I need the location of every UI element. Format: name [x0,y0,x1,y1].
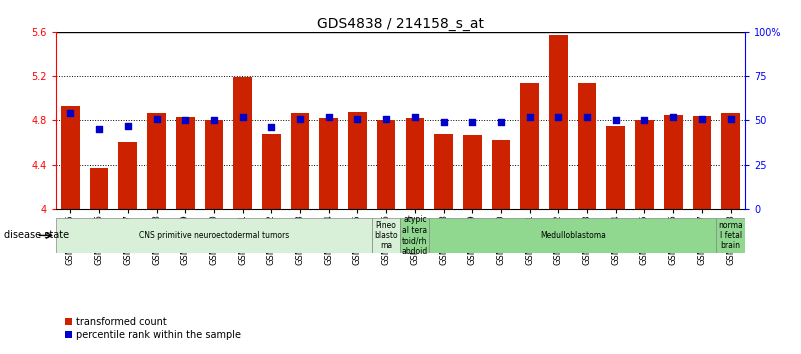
Bar [434,134,453,209]
Point [552,114,565,120]
Text: Medulloblastoma: Medulloblastoma [540,231,606,240]
Bar [291,113,309,209]
Legend: transformed count, percentile rank within the sample: transformed count, percentile rank withi… [61,313,245,343]
Bar [492,140,510,209]
Bar [635,120,654,209]
Point [93,126,106,132]
Point [666,114,679,120]
Point [724,116,737,121]
Point [150,116,163,121]
Point [265,125,278,130]
Point [437,119,450,125]
Bar [716,218,745,253]
Point [294,116,307,121]
Point [322,114,335,120]
Point [236,114,249,120]
Text: atypic
al tera
toid/rh
abdoid: atypic al tera toid/rh abdoid [402,215,428,256]
Bar [56,218,372,253]
Bar [262,134,280,209]
Point [64,110,77,116]
Bar [147,113,166,209]
Bar [606,126,625,209]
Point [610,118,622,123]
Bar [119,143,137,209]
Point [122,123,135,129]
Point [638,118,651,123]
Bar [721,113,740,209]
Point [409,114,421,120]
Bar [400,218,429,253]
Bar [204,120,223,209]
Text: Pineo
blasto
ma: Pineo blasto ma [374,221,398,250]
Bar [693,116,711,209]
Bar [521,83,539,209]
Bar [463,135,481,209]
Point [695,116,708,121]
Bar [320,118,338,209]
Point [523,114,536,120]
Bar [348,112,367,209]
Point [207,118,220,123]
Bar [429,218,716,253]
Point [380,116,392,121]
Bar [61,106,80,209]
Text: norma
l fetal
brain: norma l fetal brain [718,221,743,250]
Bar [664,115,682,209]
Text: CNS primitive neuroectodermal tumors: CNS primitive neuroectodermal tumors [139,231,289,240]
Bar [233,77,252,209]
Text: disease state: disease state [4,230,69,240]
Bar [90,168,108,209]
Bar [372,218,400,253]
Bar [578,83,597,209]
Point [179,118,191,123]
Point [581,114,594,120]
Point [494,119,507,125]
Title: GDS4838 / 214158_s_at: GDS4838 / 214158_s_at [317,17,484,31]
Bar [376,120,396,209]
Point [466,119,479,125]
Bar [176,117,195,209]
Point [351,116,364,121]
Bar [549,35,568,209]
Bar [405,118,425,209]
